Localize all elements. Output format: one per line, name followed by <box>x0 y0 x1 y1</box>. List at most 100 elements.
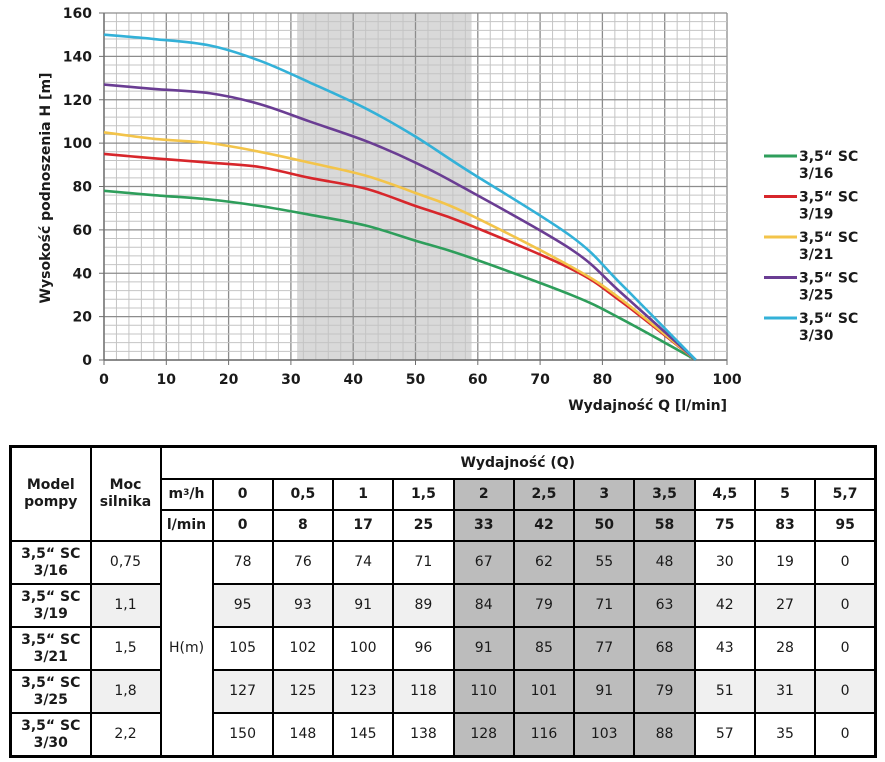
head-value-cell: 0 <box>814 540 877 585</box>
head-value-cell: 30 <box>693 540 756 585</box>
power-cell: 1,1 <box>89 583 162 628</box>
head-value-cell: 96 <box>392 626 455 671</box>
flow-m3h-header: 0,5 <box>271 478 335 511</box>
y-tick-label: 120 <box>63 93 92 109</box>
y-tick-label: 20 <box>73 310 93 326</box>
table-row: 3,5“ SC 3/19 1,1 95 93 91 89 84 79 71 63 42 27 0 <box>9 583 877 628</box>
y-axis-title: Wysokość podnoszenia H [m] <box>38 73 54 304</box>
head-value-cell: 91 <box>573 669 636 714</box>
head-value-cell: 84 <box>452 583 515 628</box>
header-power: Moc silnika <box>89 445 162 542</box>
flow-m3h-header: 5 <box>753 478 817 511</box>
head-value-cell: 150 <box>211 712 274 758</box>
head-value-cell: 43 <box>693 626 756 671</box>
flow-m3h-header: 2 <box>452 478 515 511</box>
head-unit-cell: H(m) <box>159 540 214 758</box>
head-value-cell: 76 <box>271 540 335 585</box>
x-axis-title: Wydajność Q [l/min] <box>568 398 727 414</box>
flow-lmin-header: 58 <box>633 509 696 542</box>
head-value-cell: 103 <box>573 712 636 758</box>
head-value-cell: 0 <box>814 583 877 628</box>
y-tick-label: 40 <box>73 266 93 282</box>
legend-label: 3/30 <box>799 328 834 344</box>
head-value-cell: 100 <box>332 626 395 671</box>
head-value-cell: 42 <box>693 583 756 628</box>
head-value-cell: 0 <box>814 712 877 758</box>
head-value-cell: 88 <box>633 712 696 758</box>
model-cell: 3,5“ SC 3/30 <box>9 712 92 758</box>
x-tick-label: 100 <box>712 372 741 388</box>
table-row: 3,5“ SC 3/25 1,8 127 125 123 118 110 101 91 79 51 31… <box>9 669 877 714</box>
x-tick-label: 60 <box>468 372 488 388</box>
x-tick-label: 30 <box>281 372 301 388</box>
power-cell: 0,75 <box>89 540 162 585</box>
flow-lmin-header: 33 <box>452 509 515 542</box>
head-value-cell: 79 <box>512 583 576 628</box>
pump-data-table: Model pompy Moc silnika Wydajność (Q) m3/h… <box>9 445 877 758</box>
head-value-cell: 51 <box>693 669 756 714</box>
y-tick-label: 160 <box>63 6 92 22</box>
series-line-3-30 <box>103 33 697 361</box>
y-tick-label: 0 <box>82 353 92 369</box>
unit-m3h: m3/h <box>159 478 214 511</box>
head-value-cell: 91 <box>332 583 395 628</box>
y-tick-label: 80 <box>73 180 93 196</box>
head-value-cell: 110 <box>452 669 515 714</box>
flow-m3h-header: 1,5 <box>392 478 455 511</box>
head-value-cell: 145 <box>332 712 395 758</box>
head-value-cell: 118 <box>392 669 455 714</box>
power-cell: 2,2 <box>89 712 162 758</box>
model-cell: 3,5“ SC 3/16 <box>9 540 92 585</box>
flow-m3h-header: 5,7 <box>814 478 877 511</box>
flow-lmin-header: 83 <box>753 509 817 542</box>
legend-label: 3,5“ SC <box>799 230 858 246</box>
legend-label: 3,5“ SC <box>799 149 858 165</box>
flow-lmin-header: 95 <box>814 509 877 542</box>
head-value-cell: 0 <box>814 626 877 671</box>
flow-m3h-header: 2,5 <box>512 478 576 511</box>
head-value-cell: 0 <box>814 669 877 714</box>
header-model: Model pompy <box>9 445 92 542</box>
head-value-cell: 19 <box>753 540 817 585</box>
head-value-cell: 128 <box>452 712 515 758</box>
head-value-cell: 116 <box>512 712 576 758</box>
table-row: 3,5“ SC 3/16 0,75 H(m) 78 76 74 71 67 62 55 48 30 19 0 <box>9 540 877 758</box>
series-line-3-19 <box>103 152 697 362</box>
flow-lmin-header: 50 <box>573 509 636 542</box>
head-value-cell: 71 <box>573 583 636 628</box>
pump-curve-chart: 0 10 20 30 40 50 60 70 80 90 100 0 20 40 60 80 100 120 140… <box>38 6 858 414</box>
x-tick-label: 0 <box>99 372 109 388</box>
head-value-cell: 74 <box>332 540 395 585</box>
x-tick-label: 80 <box>593 372 613 388</box>
head-value-cell: 68 <box>633 626 696 671</box>
flow-m3h-header: 3 <box>573 478 636 511</box>
y-tick-label: 60 <box>73 223 93 239</box>
legend-label: 3,5“ SC <box>799 190 858 206</box>
head-value-cell: 105 <box>211 626 274 671</box>
model-cell: 3,5“ SC 3/25 <box>9 669 92 714</box>
flow-lmin-header: 42 <box>512 509 576 542</box>
legend-label: 3,5“ SC <box>799 311 858 327</box>
legend-label: 3,5“ SC <box>799 271 858 287</box>
head-value-cell: 63 <box>633 583 696 628</box>
header-flow: Wydajność (Q) <box>159 445 877 480</box>
head-value-cell: 67 <box>452 540 515 585</box>
head-value-cell: 77 <box>573 626 636 671</box>
head-value-cell: 148 <box>271 712 335 758</box>
head-value-cell: 138 <box>392 712 455 758</box>
head-value-cell: 85 <box>512 626 576 671</box>
flow-lmin-header: 8 <box>271 509 335 542</box>
head-value-cell: 35 <box>753 712 817 758</box>
power-cell: 1,5 <box>89 626 162 671</box>
flow-m3h-header: 4,5 <box>693 478 756 511</box>
y-tick-label: 100 <box>63 136 92 152</box>
series-line-3-25 <box>103 83 697 361</box>
head-value-cell: 79 <box>633 669 696 714</box>
head-value-cell: 31 <box>753 669 817 714</box>
x-tick-label: 40 <box>343 372 363 388</box>
head-value-cell: 62 <box>512 540 576 585</box>
series-line-3-21 <box>103 130 697 362</box>
flow-m3h-header: 1 <box>332 478 395 511</box>
head-value-cell: 28 <box>753 626 817 671</box>
x-tick-label: 20 <box>219 372 239 388</box>
